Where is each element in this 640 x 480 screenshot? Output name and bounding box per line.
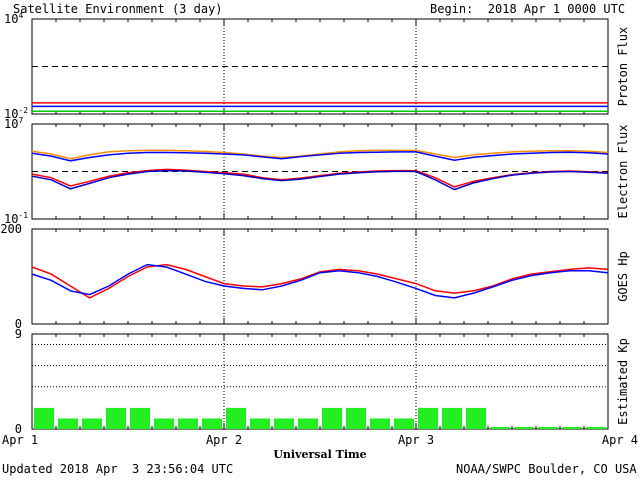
- series-line-electron-0: [31, 149, 609, 160]
- kp-bar: [298, 418, 318, 429]
- kp-bar: [202, 418, 222, 429]
- series-line-electron-3: [31, 169, 609, 191]
- y-axis-label-proton: Proton Flux: [616, 27, 630, 106]
- kp-bar: [346, 407, 366, 429]
- y-axis-label-electron: Electron Flux: [616, 125, 630, 219]
- kp-bar: [586, 426, 606, 429]
- x-tick-label: Apr 1: [2, 433, 38, 447]
- y-tick-label-electron: 107: [4, 116, 23, 131]
- kp-bar: [274, 418, 294, 429]
- kp-bar: [394, 418, 414, 429]
- kp-bar: [34, 407, 54, 429]
- y-axis-label-goes_hp: GOES Hp: [616, 251, 630, 302]
- kp-bar: [130, 407, 150, 429]
- kp-bar: [418, 407, 438, 429]
- kp-bar: [58, 418, 78, 429]
- x-axis-title: Universal Time: [273, 448, 366, 461]
- kp-bar: [514, 426, 534, 429]
- kp-bar: [562, 426, 582, 429]
- kp-bar: [250, 418, 270, 429]
- x-tick-label: Apr 2: [206, 433, 242, 447]
- kp-bar: [178, 418, 198, 429]
- begin-time: Begin: 2018 Apr 1 0000 UTC: [430, 2, 626, 16]
- kp-bar: [106, 407, 126, 429]
- kp-bar: [154, 418, 174, 429]
- kp-bar: [322, 407, 342, 429]
- y-tick-label-kp: 9: [15, 327, 22, 341]
- kp-bar: [538, 426, 558, 429]
- series-line-electron-1: [31, 151, 609, 162]
- x-tick-label: Apr 3: [398, 433, 434, 447]
- kp-bar: [490, 426, 510, 429]
- updated-time: Updated 2018 Apr 3 23:56:04 UTC: [2, 462, 234, 476]
- series-line-goes_hp-0: [31, 263, 609, 299]
- y-tick-label-goes_hp: 0: [15, 317, 22, 331]
- y-tick-label-kp: 0: [15, 422, 22, 436]
- chart-title: Satellite Environment (3 day): [13, 2, 223, 16]
- series-line-electron-2: [31, 168, 609, 188]
- kp-bar: [466, 407, 486, 429]
- y-axis-label-kp: Estimated Kp: [616, 338, 630, 425]
- y-tick-label-goes_hp: 200: [0, 222, 22, 236]
- kp-bar: [442, 407, 462, 429]
- kp-bar: [370, 418, 390, 429]
- panel-frame-proton: [31, 18, 609, 115]
- kp-bar: [82, 418, 102, 429]
- panel-frame-electron: [31, 123, 609, 220]
- credit: NOAA/SWPC Boulder, CO USA: [456, 462, 637, 476]
- x-tick-label: Apr 4: [602, 433, 638, 447]
- series-line-goes_hp-1: [31, 263, 609, 299]
- kp-bar: [226, 407, 246, 429]
- y-tick-label-proton: 104: [4, 11, 23, 26]
